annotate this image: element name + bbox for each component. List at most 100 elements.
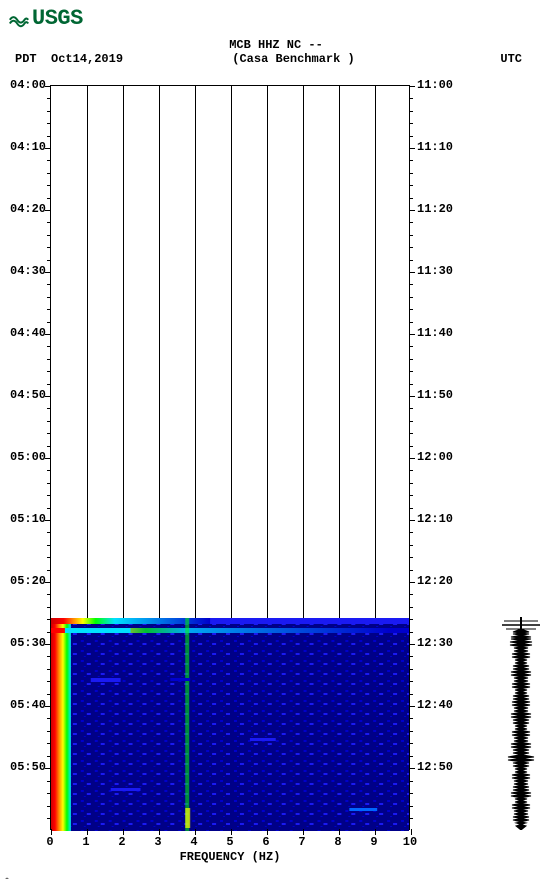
y-tick-minor (409, 669, 413, 670)
x-tick-label: 1 (82, 835, 89, 849)
y-label-right: 12:30 (417, 636, 453, 650)
y-label-left: 05:50 (10, 760, 46, 774)
y-tick-minor (409, 731, 413, 732)
y-tick-minor (409, 111, 413, 112)
y-tick-minor (409, 656, 413, 657)
y-tick-minor (409, 694, 413, 695)
y-tick-minor (409, 483, 413, 484)
y-tick-minor (409, 160, 413, 161)
x-tick-label: 10 (403, 835, 417, 849)
y-tick-minor (409, 284, 413, 285)
y-tick (409, 520, 415, 521)
y-tick-minor (409, 806, 413, 807)
x-tick-label: 9 (370, 835, 377, 849)
y-tick-minor (409, 756, 413, 757)
y-label-left: 04:20 (10, 202, 46, 216)
x-tick-label: 0 (46, 835, 53, 849)
y-label-left: 04:50 (10, 388, 46, 402)
y-tick-minor (47, 260, 51, 261)
y-label-left: 05:00 (10, 450, 46, 464)
y-label-right: 12:40 (417, 698, 453, 712)
y-tick-minor (409, 322, 413, 323)
y-tick-minor (409, 545, 413, 546)
y-tick-minor (47, 384, 51, 385)
y-tick-minor (47, 222, 51, 223)
y-tick-minor (47, 123, 51, 124)
waveform-panel (502, 617, 540, 830)
x-tick-label: 3 (154, 835, 161, 849)
header-row: PDT Oct14,2019 (Casa Benchmark ) UTC (0, 52, 552, 66)
y-label-left: 04:00 (10, 78, 46, 92)
y-tick-minor (409, 297, 413, 298)
y-tick-minor (409, 346, 413, 347)
y-tick-minor (409, 371, 413, 372)
y-tick-minor (47, 433, 51, 434)
x-tick-label: 2 (118, 835, 125, 849)
y-tick-minor (47, 322, 51, 323)
y-label-right: 11:00 (417, 78, 453, 92)
y-tick-minor (47, 160, 51, 161)
y-tick-minor (47, 98, 51, 99)
left-tz-date: PDT Oct14,2019 (15, 52, 125, 66)
y-tick-minor (47, 545, 51, 546)
y-tick-minor (409, 718, 413, 719)
y-tick-minor (47, 111, 51, 112)
y-tick-minor (409, 433, 413, 434)
y-tick-minor (47, 408, 51, 409)
y-tick (409, 644, 415, 645)
y-tick-minor (409, 185, 413, 186)
y-tick-minor (409, 136, 413, 137)
y-tick-minor (47, 235, 51, 236)
y-tick (409, 768, 415, 769)
y-tick-minor (409, 421, 413, 422)
y-tick-minor (409, 309, 413, 310)
y-tick-minor (47, 532, 51, 533)
y-label-left: 04:10 (10, 140, 46, 154)
y-label-right: 11:10 (417, 140, 453, 154)
y-tick-minor (409, 235, 413, 236)
seismogram-icon (502, 617, 540, 830)
y-tick-minor (409, 681, 413, 682)
y-label-left: 05:10 (10, 512, 46, 526)
y-tick-minor (47, 557, 51, 558)
y-tick-minor (47, 470, 51, 471)
y-tick (409, 706, 415, 707)
y-tick-minor (47, 446, 51, 447)
y-tick (409, 272, 415, 273)
x-axis-title: FREQUENCY (HZ) (50, 850, 410, 864)
y-tick-minor (409, 470, 413, 471)
y-tick-minor (409, 260, 413, 261)
y-tick-minor (409, 607, 413, 608)
y-tick-minor (47, 495, 51, 496)
y-tick-minor (47, 371, 51, 372)
y-tick-minor (409, 818, 413, 819)
y-tick-minor (409, 446, 413, 447)
y-tick-minor (409, 359, 413, 360)
y-tick-minor (409, 384, 413, 385)
y-label-left: 05:30 (10, 636, 46, 650)
y-tick-minor (409, 619, 413, 620)
y-label-left: 04:30 (10, 264, 46, 278)
y-tick-minor (47, 247, 51, 248)
usgs-wave-icon (8, 7, 30, 29)
x-tick-label: 5 (226, 835, 233, 849)
y-tick-minor (409, 781, 413, 782)
usgs-logo: USGS (8, 5, 83, 31)
y-tick-minor (409, 743, 413, 744)
y-tick-minor (47, 185, 51, 186)
y-tick-minor (409, 173, 413, 174)
logo-text: USGS (32, 6, 83, 31)
y-tick-minor (47, 570, 51, 571)
y-label-right: 12:50 (417, 760, 453, 774)
y-tick (409, 582, 415, 583)
y-tick-minor (409, 123, 413, 124)
y-tick (409, 396, 415, 397)
y-tick-minor (47, 421, 51, 422)
y-tick-minor (409, 532, 413, 533)
y-label-left: 05:20 (10, 574, 46, 588)
station-name: (Casa Benchmark ) (125, 52, 462, 66)
x-tick-label: 6 (262, 835, 269, 849)
right-tz: UTC (462, 52, 522, 66)
y-tick-minor (47, 508, 51, 509)
y-tick-minor (409, 198, 413, 199)
